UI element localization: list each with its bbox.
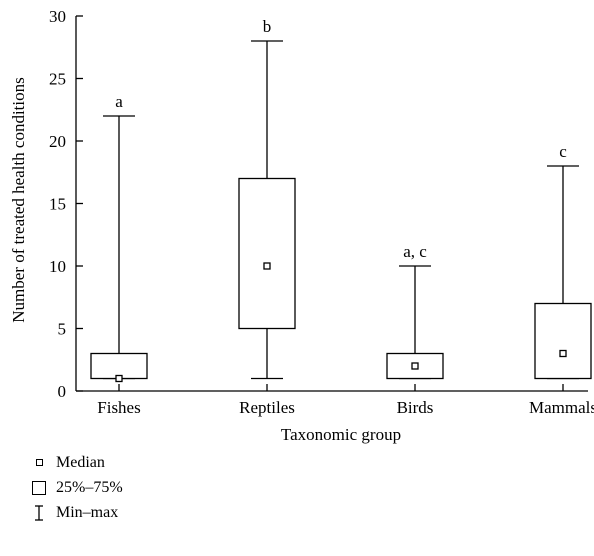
- axes: 0 5 10 15 20 25 30 Fishes Reptiles Birds Mammals: [49, 7, 594, 417]
- x-tick-label: Fishes: [97, 398, 140, 417]
- chart: 0 5 10 15 20 25 30 Fishes Reptiles Birds Mammals a…: [9, 7, 594, 444]
- box-marker-icon: [28, 480, 50, 495]
- y-tick-label: 20: [49, 132, 66, 151]
- legend-item-whisker: Min–max: [28, 500, 123, 525]
- box-mammals: c: [534, 142, 592, 380]
- y-tick-label: 30: [49, 7, 66, 26]
- y-tick-label: 10: [49, 257, 66, 276]
- box-fishes: a: [90, 92, 148, 383]
- significance-label: a, c: [403, 242, 427, 261]
- box-birds: a, c: [386, 242, 444, 380]
- y-tick-label: 5: [58, 320, 67, 339]
- legend-item-box: 25%–75%: [28, 475, 123, 500]
- iqr-box: [534, 302, 592, 380]
- significance-label: a: [115, 92, 123, 111]
- median-marker: [263, 262, 271, 270]
- legend-label-median: Median: [56, 453, 105, 471]
- median-marker: [115, 374, 123, 383]
- significance-label: c: [559, 142, 567, 161]
- y-tick-label: 25: [49, 70, 66, 89]
- median-marker: [559, 349, 567, 358]
- whisker-marker-icon: [28, 504, 50, 521]
- x-tick-label: Mammals: [529, 398, 594, 417]
- legend: Median 25%–75% Min–max: [28, 450, 123, 525]
- y-axis-label: Number of treated health conditions: [9, 77, 28, 322]
- significance-label: b: [263, 17, 272, 36]
- x-tick-label: Reptiles: [239, 398, 295, 417]
- legend-item-median: Median: [28, 450, 123, 475]
- box-plots: a b a, c c: [90, 17, 592, 383]
- iqr-box: [90, 352, 148, 380]
- iqr-box: [238, 177, 296, 330]
- box-reptiles: b: [238, 17, 296, 380]
- legend-label-whisker: Min–max: [56, 503, 119, 521]
- x-axis-label: Taxonomic group: [281, 425, 401, 444]
- y-tick-label: 15: [49, 195, 66, 214]
- median-marker-icon: [28, 459, 50, 466]
- y-tick-label: 0: [58, 382, 67, 401]
- legend-label-box: 25%–75%: [56, 478, 123, 496]
- x-tick-label: Birds: [397, 398, 434, 417]
- median-marker: [411, 362, 419, 370]
